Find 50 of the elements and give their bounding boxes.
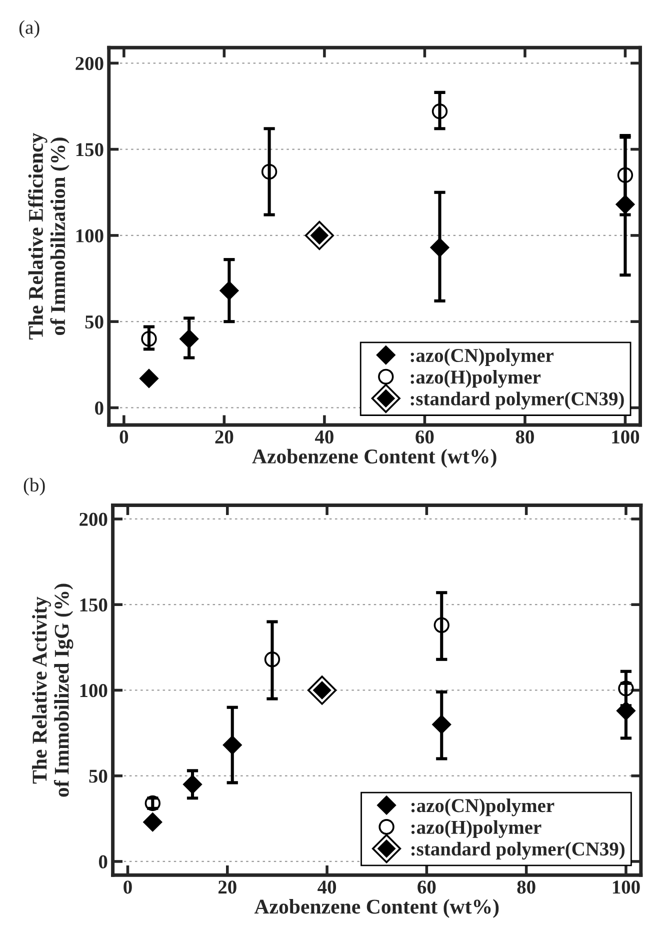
y-tick-label: 200 <box>80 512 108 526</box>
y-tick-label: 100 <box>80 684 108 698</box>
x-tick-label: 80 <box>516 430 534 444</box>
legend-label: :standard polymer(CN39) <box>410 392 624 410</box>
point <box>139 368 159 388</box>
y-tick-label: 100 <box>76 229 104 242</box>
point <box>261 164 278 180</box>
point <box>618 680 634 696</box>
legend-label: :azo(H)polymer <box>410 370 541 388</box>
point <box>222 735 242 755</box>
y-tick-label: 0 <box>98 855 108 868</box>
legend-label: :azo(H)polymer <box>411 820 542 838</box>
point <box>432 714 452 734</box>
point <box>220 281 239 300</box>
y-tick-label: 200 <box>76 56 104 70</box>
x-tick-label: 0 <box>124 880 132 894</box>
point <box>141 330 157 347</box>
x-tick-label: 80 <box>517 880 536 894</box>
y-tick-label: 50 <box>89 770 108 783</box>
legend-label: :azo(CN)polymer <box>411 798 554 816</box>
point <box>617 167 634 183</box>
point <box>182 774 202 794</box>
y-axis-title: The Relative Efficiency of Immobilization (%) <box>28 132 70 340</box>
y-tick-label: 0 <box>95 402 104 415</box>
legend-label: :azo(CN)polymer <box>410 348 554 366</box>
point <box>434 617 450 634</box>
point <box>432 104 448 120</box>
point <box>143 812 162 832</box>
point <box>264 652 280 668</box>
x-tick-label: 100 <box>612 880 640 894</box>
point <box>616 701 636 720</box>
x-tick-label: 100 <box>612 430 640 444</box>
x-axis-title: Azobenzene Content (wt%) <box>252 448 496 468</box>
legend-label: :standard polymer(CN39) <box>411 842 625 860</box>
y-tick-label: 150 <box>80 598 108 612</box>
chart-title: (b) <box>24 478 45 496</box>
x-tick-label: 60 <box>416 430 434 444</box>
chart-title: (a) <box>19 20 40 38</box>
y-tick-label: 150 <box>76 143 104 156</box>
x-tick-label: 20 <box>218 880 236 894</box>
x-axis-title: Azobenzene Content (wt%) <box>254 899 499 918</box>
x-tick-label: 0 <box>120 430 128 444</box>
x-tick-label: 40 <box>318 880 336 894</box>
point <box>180 329 199 348</box>
x-tick-label: 20 <box>215 430 234 444</box>
point <box>430 238 450 258</box>
y-tick-label: 50 <box>85 315 104 329</box>
x-tick-label: 40 <box>314 430 334 444</box>
y-axis-title: The Relative Activity of Immobilized IgG (%) <box>32 584 74 797</box>
x-tick-label: 60 <box>418 880 436 894</box>
